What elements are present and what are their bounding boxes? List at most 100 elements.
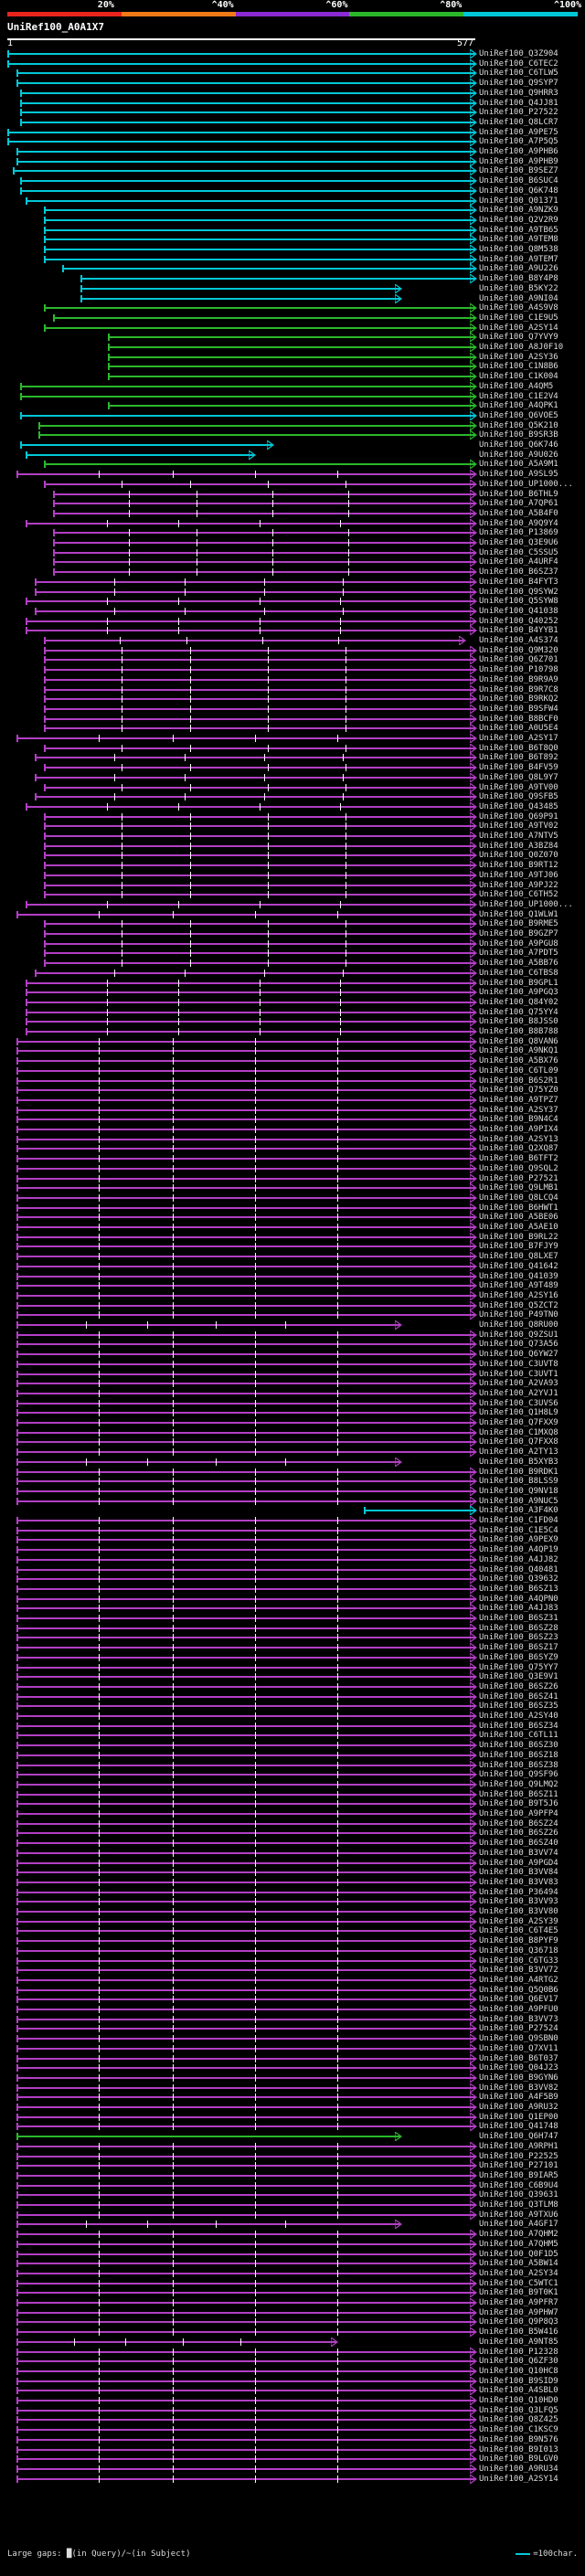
hit-label[interactable]: UniRef100_A9RPH1 [479, 2141, 558, 2151]
hit-row[interactable]: UniRef100_B6SZ28 [0, 1623, 585, 1633]
hit-row[interactable]: UniRef100_C1N8B6 [0, 362, 585, 372]
hit-row[interactable]: UniRef100_B5XYB3 [0, 1457, 585, 1467]
hit-label[interactable]: UniRef100_A4F5B9 [479, 2093, 558, 2103]
hit-row[interactable]: UniRef100_B9RKQ2 [0, 694, 585, 705]
hit-label[interactable]: UniRef100_B7FJY9 [479, 1242, 558, 1252]
hit-label[interactable]: UniRef100_Q41748 [479, 2122, 558, 2132]
hit-label[interactable]: UniRef100_B3VV82 [479, 2083, 558, 2093]
hit-row[interactable]: UniRef100_Q9SFB5 [0, 792, 585, 802]
hit-label[interactable]: UniRef100_B4YYB1 [479, 626, 558, 636]
hit-row[interactable]: UniRef100_Q1WLW1 [0, 909, 585, 919]
hit-label[interactable]: UniRef100_Q7FXX9 [479, 1418, 558, 1427]
hit-label[interactable]: UniRef100_B6TFT2 [479, 1154, 558, 1164]
hit-row[interactable]: UniRef100_Q75YY7 [0, 1662, 585, 1672]
hit-label[interactable]: UniRef100_A2SY36 [479, 352, 558, 362]
hit-row[interactable]: UniRef100_Q5SYW8 [0, 597, 585, 607]
hit-row[interactable]: UniRef100_B8LSS9 [0, 1477, 585, 1487]
hit-row[interactable]: UniRef100_P27522 [0, 108, 585, 118]
hit-label[interactable]: UniRef100_Q9ZSU1 [479, 1330, 558, 1340]
hit-row[interactable]: UniRef100_Q8Z425 [0, 2415, 585, 2425]
hit-label[interactable]: UniRef100_B9LGV0 [479, 2454, 558, 2465]
hit-label[interactable]: UniRef100_P10798 [479, 665, 558, 675]
hit-label[interactable]: UniRef100_B9RDK1 [479, 1467, 558, 1477]
hit-row[interactable]: UniRef100_A9PHW7 [0, 2307, 585, 2317]
hit-row[interactable]: UniRef100_B4YYB1 [0, 626, 585, 636]
hit-row[interactable]: UniRef100_A2SY16 [0, 1290, 585, 1300]
hit-row[interactable]: UniRef100_Q40252 [0, 616, 585, 626]
hit-row[interactable]: UniRef100_Q3LFQ5 [0, 2405, 585, 2415]
hit-row[interactable]: UniRef100_A4JJ82 [0, 1554, 585, 1564]
hit-label[interactable]: UniRef100_Q2V2R9 [479, 215, 558, 225]
hit-label[interactable]: UniRef100_B6SZ34 [479, 1721, 558, 1731]
hit-label[interactable]: UniRef100_Q8L9Y7 [479, 772, 558, 782]
hit-row[interactable]: UniRef100_B6SZ17 [0, 1643, 585, 1653]
hit-row[interactable]: UniRef100_Q0Z070 [0, 851, 585, 861]
hit-label[interactable]: UniRef100_A9U026 [479, 450, 558, 460]
hit-row[interactable]: UniRef100_C6TLW5 [0, 69, 585, 79]
hit-label[interactable]: UniRef100_B3VV80 [479, 1907, 558, 1916]
hit-row[interactable]: UniRef100_A5BE06 [0, 1213, 585, 1223]
hit-row[interactable]: UniRef100_A2SY40 [0, 1712, 585, 1721]
hit-label[interactable]: UniRef100_A5A9M1 [479, 460, 558, 470]
hit-row[interactable]: UniRef100_A5BB76 [0, 959, 585, 969]
hit-row[interactable]: UniRef100_A9NKQ1 [0, 1046, 585, 1056]
hit-label[interactable]: UniRef100_B9RT12 [479, 861, 558, 871]
hit-row[interactable]: UniRef100_C6TL11 [0, 1731, 585, 1741]
hit-row[interactable]: UniRef100_A5AE10 [0, 1223, 585, 1232]
hit-row[interactable]: UniRef100_B5W416 [0, 2327, 585, 2337]
hit-label[interactable]: UniRef100_A9PJ22 [479, 880, 558, 890]
hit-row[interactable]: UniRef100_C6B9U4 [0, 2180, 585, 2190]
hit-row[interactable]: UniRef100_A2TY13 [0, 1447, 585, 1458]
hit-row[interactable]: UniRef100_A0U5E4 [0, 724, 585, 734]
hit-row[interactable]: UniRef100_A9PGD4 [0, 1858, 585, 1868]
hit-row[interactable]: UniRef100_A9RPH1 [0, 2141, 585, 2151]
hit-label[interactable]: UniRef100_B8JSS0 [479, 1017, 558, 1027]
hit-row[interactable]: UniRef100_B6SZ34 [0, 1721, 585, 1731]
hit-label[interactable]: UniRef100_A4GF17 [479, 2220, 558, 2230]
hit-label[interactable]: UniRef100_A9TJ06 [479, 870, 558, 880]
hit-label[interactable]: UniRef100_Q6K748 [479, 186, 558, 196]
hit-label[interactable]: UniRef100_P27101 [479, 2161, 558, 2171]
hit-row[interactable]: UniRef100_A9PIX4 [0, 1125, 585, 1134]
hit-label[interactable]: UniRef100_Q7YVY9 [479, 333, 558, 343]
hit-row[interactable]: UniRef100_Q41642 [0, 1261, 585, 1271]
hit-row[interactable]: UniRef100_A4QP19 [0, 1545, 585, 1555]
hit-row[interactable]: UniRef100_A2SY34 [0, 2268, 585, 2278]
hit-label[interactable]: UniRef100_Q5Q0B6 [479, 1985, 558, 1995]
hit-label[interactable]: UniRef100_A4QM5 [479, 381, 554, 391]
hit-label[interactable]: UniRef100_B9SR3B [479, 430, 558, 440]
hit-label[interactable]: UniRef100_B6SZ26 [479, 1829, 558, 1839]
hit-label[interactable]: UniRef100_Q6YW27 [479, 1350, 558, 1360]
hit-row[interactable]: UniRef100_B3VV83 [0, 1877, 585, 1887]
hit-label[interactable]: UniRef100_Q1EP00 [479, 2112, 558, 2122]
hit-label[interactable]: UniRef100_B9SFW4 [479, 704, 558, 714]
hit-label[interactable]: UniRef100_A4SBL0 [479, 2386, 558, 2396]
hit-label[interactable]: UniRef100_B6THL9 [479, 489, 558, 499]
hit-label[interactable]: UniRef100_A4RTG2 [479, 1975, 558, 1985]
hit-label[interactable]: UniRef100_B6SZ30 [479, 1741, 558, 1751]
hit-row[interactable]: UniRef100_Q41039 [0, 1271, 585, 1281]
hit-row[interactable]: UniRef100_B9SID9 [0, 2376, 585, 2386]
hit-label[interactable]: UniRef100_A9NI04 [479, 293, 558, 303]
hit-label[interactable]: UniRef100_Q1H8L9 [479, 1408, 558, 1418]
hit-row[interactable]: UniRef100_Q9SBN0 [0, 2034, 585, 2044]
hit-row[interactable]: UniRef100_Q8LXE7 [0, 1252, 585, 1262]
hit-label[interactable]: UniRef100_B9R9A9 [479, 674, 558, 684]
hit-label[interactable]: UniRef100_Q3E9V1 [479, 1672, 558, 1682]
hit-row[interactable]: UniRef100_A9PE75 [0, 127, 585, 137]
hit-label[interactable]: UniRef100_A9TXU6 [479, 2210, 558, 2220]
hit-label[interactable]: UniRef100_Q0Z070 [479, 851, 558, 861]
hit-row[interactable]: UniRef100_B6S2R1 [0, 1076, 585, 1086]
hit-row[interactable]: UniRef100_B9I013 [0, 2444, 585, 2454]
hit-row[interactable]: UniRef100_P22525 [0, 2151, 585, 2161]
hit-row[interactable]: UniRef100_Q2V2R9 [0, 215, 585, 225]
hit-label[interactable]: UniRef100_Q1WLW1 [479, 909, 558, 919]
hit-label[interactable]: UniRef100_B6SZ23 [479, 1633, 558, 1643]
hit-row[interactable]: UniRef100_B6SZ41 [0, 1691, 585, 1701]
hit-label[interactable]: UniRef100_P12328 [479, 2347, 558, 2357]
hit-row[interactable]: UniRef100_Q9SF96 [0, 1770, 585, 1780]
hit-label[interactable]: UniRef100_B6T8Q0 [479, 743, 558, 753]
hit-label[interactable]: UniRef100_Q84Y02 [479, 997, 558, 1007]
hit-row[interactable]: UniRef100_B6SZ18 [0, 1750, 585, 1760]
hit-row[interactable]: UniRef100_B3VV73 [0, 2014, 585, 2024]
